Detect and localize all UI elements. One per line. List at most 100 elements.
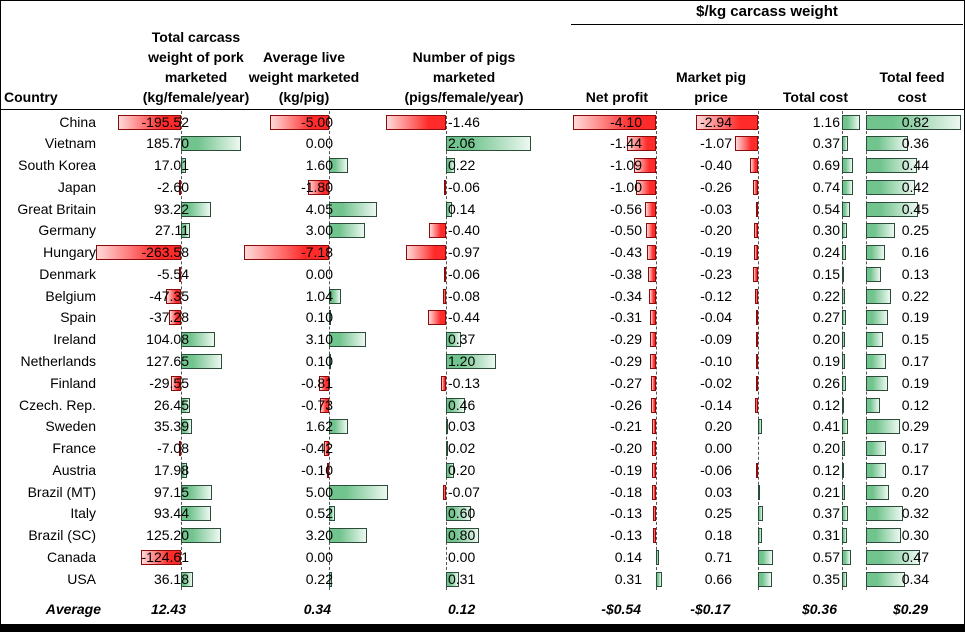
live-data-bar bbox=[329, 201, 377, 217]
net-value: -0.43 bbox=[610, 244, 642, 261]
pigs-value: 0.80 bbox=[448, 527, 476, 544]
country-label: Brazil (SC) bbox=[28, 527, 96, 544]
cost-data-bar bbox=[842, 375, 847, 391]
live-value: 0.22 bbox=[305, 570, 333, 587]
pigs-value: 0.14 bbox=[448, 200, 476, 217]
price-value: -0.04 bbox=[700, 309, 732, 326]
net-data-bar bbox=[644, 201, 656, 217]
pigs-data-bar bbox=[443, 266, 446, 282]
feed-value: 0.34 bbox=[901, 570, 929, 587]
cost-data-bar bbox=[842, 462, 844, 478]
live-data-bar bbox=[327, 462, 329, 478]
pigs-data-bar bbox=[446, 353, 496, 369]
carcass-value: 127.65 bbox=[146, 352, 189, 369]
price-value: -0.10 bbox=[700, 352, 732, 369]
feed-data-bar bbox=[866, 484, 890, 500]
carcass-data-bar bbox=[181, 332, 215, 348]
net-data-bar bbox=[650, 353, 656, 369]
pigs-value: 2.06 bbox=[448, 135, 476, 152]
pigs-value: -0.44 bbox=[448, 309, 480, 326]
cost-data-bar bbox=[842, 571, 848, 587]
cost-data-bar bbox=[842, 310, 847, 326]
live-data-bar bbox=[320, 397, 329, 413]
net-zero-axis bbox=[656, 111, 657, 590]
average-feed-value: $0.29 bbox=[892, 601, 928, 617]
column-header-total-feed-cost: Total feed cost bbox=[879, 69, 945, 105]
pigs-value: 0.20 bbox=[448, 461, 476, 478]
carcass-value: -29.55 bbox=[149, 374, 189, 391]
cost-value: 0.37 bbox=[812, 505, 840, 522]
country-label: Czech. Rep. bbox=[18, 396, 96, 413]
carcass-value: 36.18 bbox=[153, 570, 189, 587]
price-data-bar bbox=[758, 506, 764, 522]
live-value: -0.42 bbox=[301, 440, 333, 457]
live-data-bar bbox=[329, 310, 331, 326]
cost-data-bar bbox=[842, 136, 848, 152]
live-value: 0.10 bbox=[305, 309, 333, 326]
column-header-country: Country bbox=[4, 89, 58, 105]
live-value: 0.00 bbox=[305, 135, 333, 152]
country-label: Brazil (MT) bbox=[27, 483, 96, 500]
price-value: -0.09 bbox=[700, 331, 732, 348]
carcass-value: 93.22 bbox=[153, 200, 189, 217]
carcass-data-bar bbox=[181, 201, 212, 217]
price-data-bar bbox=[752, 179, 758, 195]
cost-value: 0.30 bbox=[812, 222, 840, 239]
feed-data-bar bbox=[866, 179, 915, 195]
live-data-bar bbox=[329, 419, 349, 435]
feed-value: 0.82 bbox=[901, 113, 929, 130]
carcass-value: 17.01 bbox=[153, 157, 189, 174]
price-value: 0.20 bbox=[704, 418, 732, 435]
net-data-bar bbox=[656, 571, 663, 587]
net-value: 0.31 bbox=[614, 570, 642, 587]
cost-data-bar bbox=[842, 528, 847, 544]
live-data-bar bbox=[329, 571, 332, 587]
feed-data-bar bbox=[866, 397, 880, 413]
live-data-bar bbox=[243, 245, 329, 261]
price-data-bar bbox=[758, 549, 773, 565]
net-data-bar bbox=[650, 397, 656, 413]
column-header-net-profit: Net profit bbox=[585, 89, 648, 105]
net-data-bar bbox=[648, 266, 656, 282]
live-value: -7.18 bbox=[301, 244, 333, 261]
live-data-bar bbox=[329, 528, 367, 544]
live-zero-axis bbox=[329, 111, 330, 590]
average-cost-value: $0.36 bbox=[801, 601, 837, 617]
feed-value: 0.15 bbox=[901, 331, 929, 348]
price-data-bar bbox=[758, 484, 760, 500]
carcass-value: 17.98 bbox=[153, 461, 189, 478]
price-value: -0.19 bbox=[700, 244, 732, 261]
pigs-value: 1.20 bbox=[448, 352, 476, 369]
net-value: -0.18 bbox=[610, 483, 642, 500]
pigs-data-bar bbox=[443, 179, 446, 195]
live-value: 3.10 bbox=[305, 331, 333, 348]
carcass-data-bar bbox=[140, 549, 181, 565]
pigs-data-bar bbox=[446, 419, 448, 435]
feed-data-bar bbox=[866, 245, 885, 261]
price-data-bar bbox=[758, 528, 762, 544]
price-value: 0.25 bbox=[704, 505, 732, 522]
pigs-value: 0.46 bbox=[448, 396, 476, 413]
country-label: Great Britain bbox=[17, 200, 96, 217]
live-value: 0.10 bbox=[305, 352, 333, 369]
feed-data-bar bbox=[866, 201, 919, 217]
cost-data-bar bbox=[842, 441, 846, 457]
carcass-value: 104.08 bbox=[146, 331, 189, 348]
feed-data-bar bbox=[866, 288, 892, 304]
country-label: Vietnam bbox=[44, 135, 96, 152]
pigs-value: 0.31 bbox=[448, 570, 476, 587]
country-label: France bbox=[52, 440, 96, 457]
feed-data-bar bbox=[866, 462, 886, 478]
price-value: -0.40 bbox=[700, 157, 732, 174]
live-data-bar bbox=[269, 114, 329, 130]
live-value: 4.05 bbox=[305, 200, 333, 217]
cost-value: 0.24 bbox=[812, 244, 840, 261]
bottom-border-band bbox=[1, 624, 964, 631]
cost-value: 0.57 bbox=[812, 548, 840, 565]
pigs-value: -0.97 bbox=[448, 244, 480, 261]
carcass-data-bar bbox=[117, 114, 181, 130]
country-label: Ireland bbox=[53, 331, 96, 348]
carcass-data-bar bbox=[171, 375, 181, 391]
cost-data-bar bbox=[842, 114, 860, 130]
cost-data-bar bbox=[842, 549, 851, 565]
